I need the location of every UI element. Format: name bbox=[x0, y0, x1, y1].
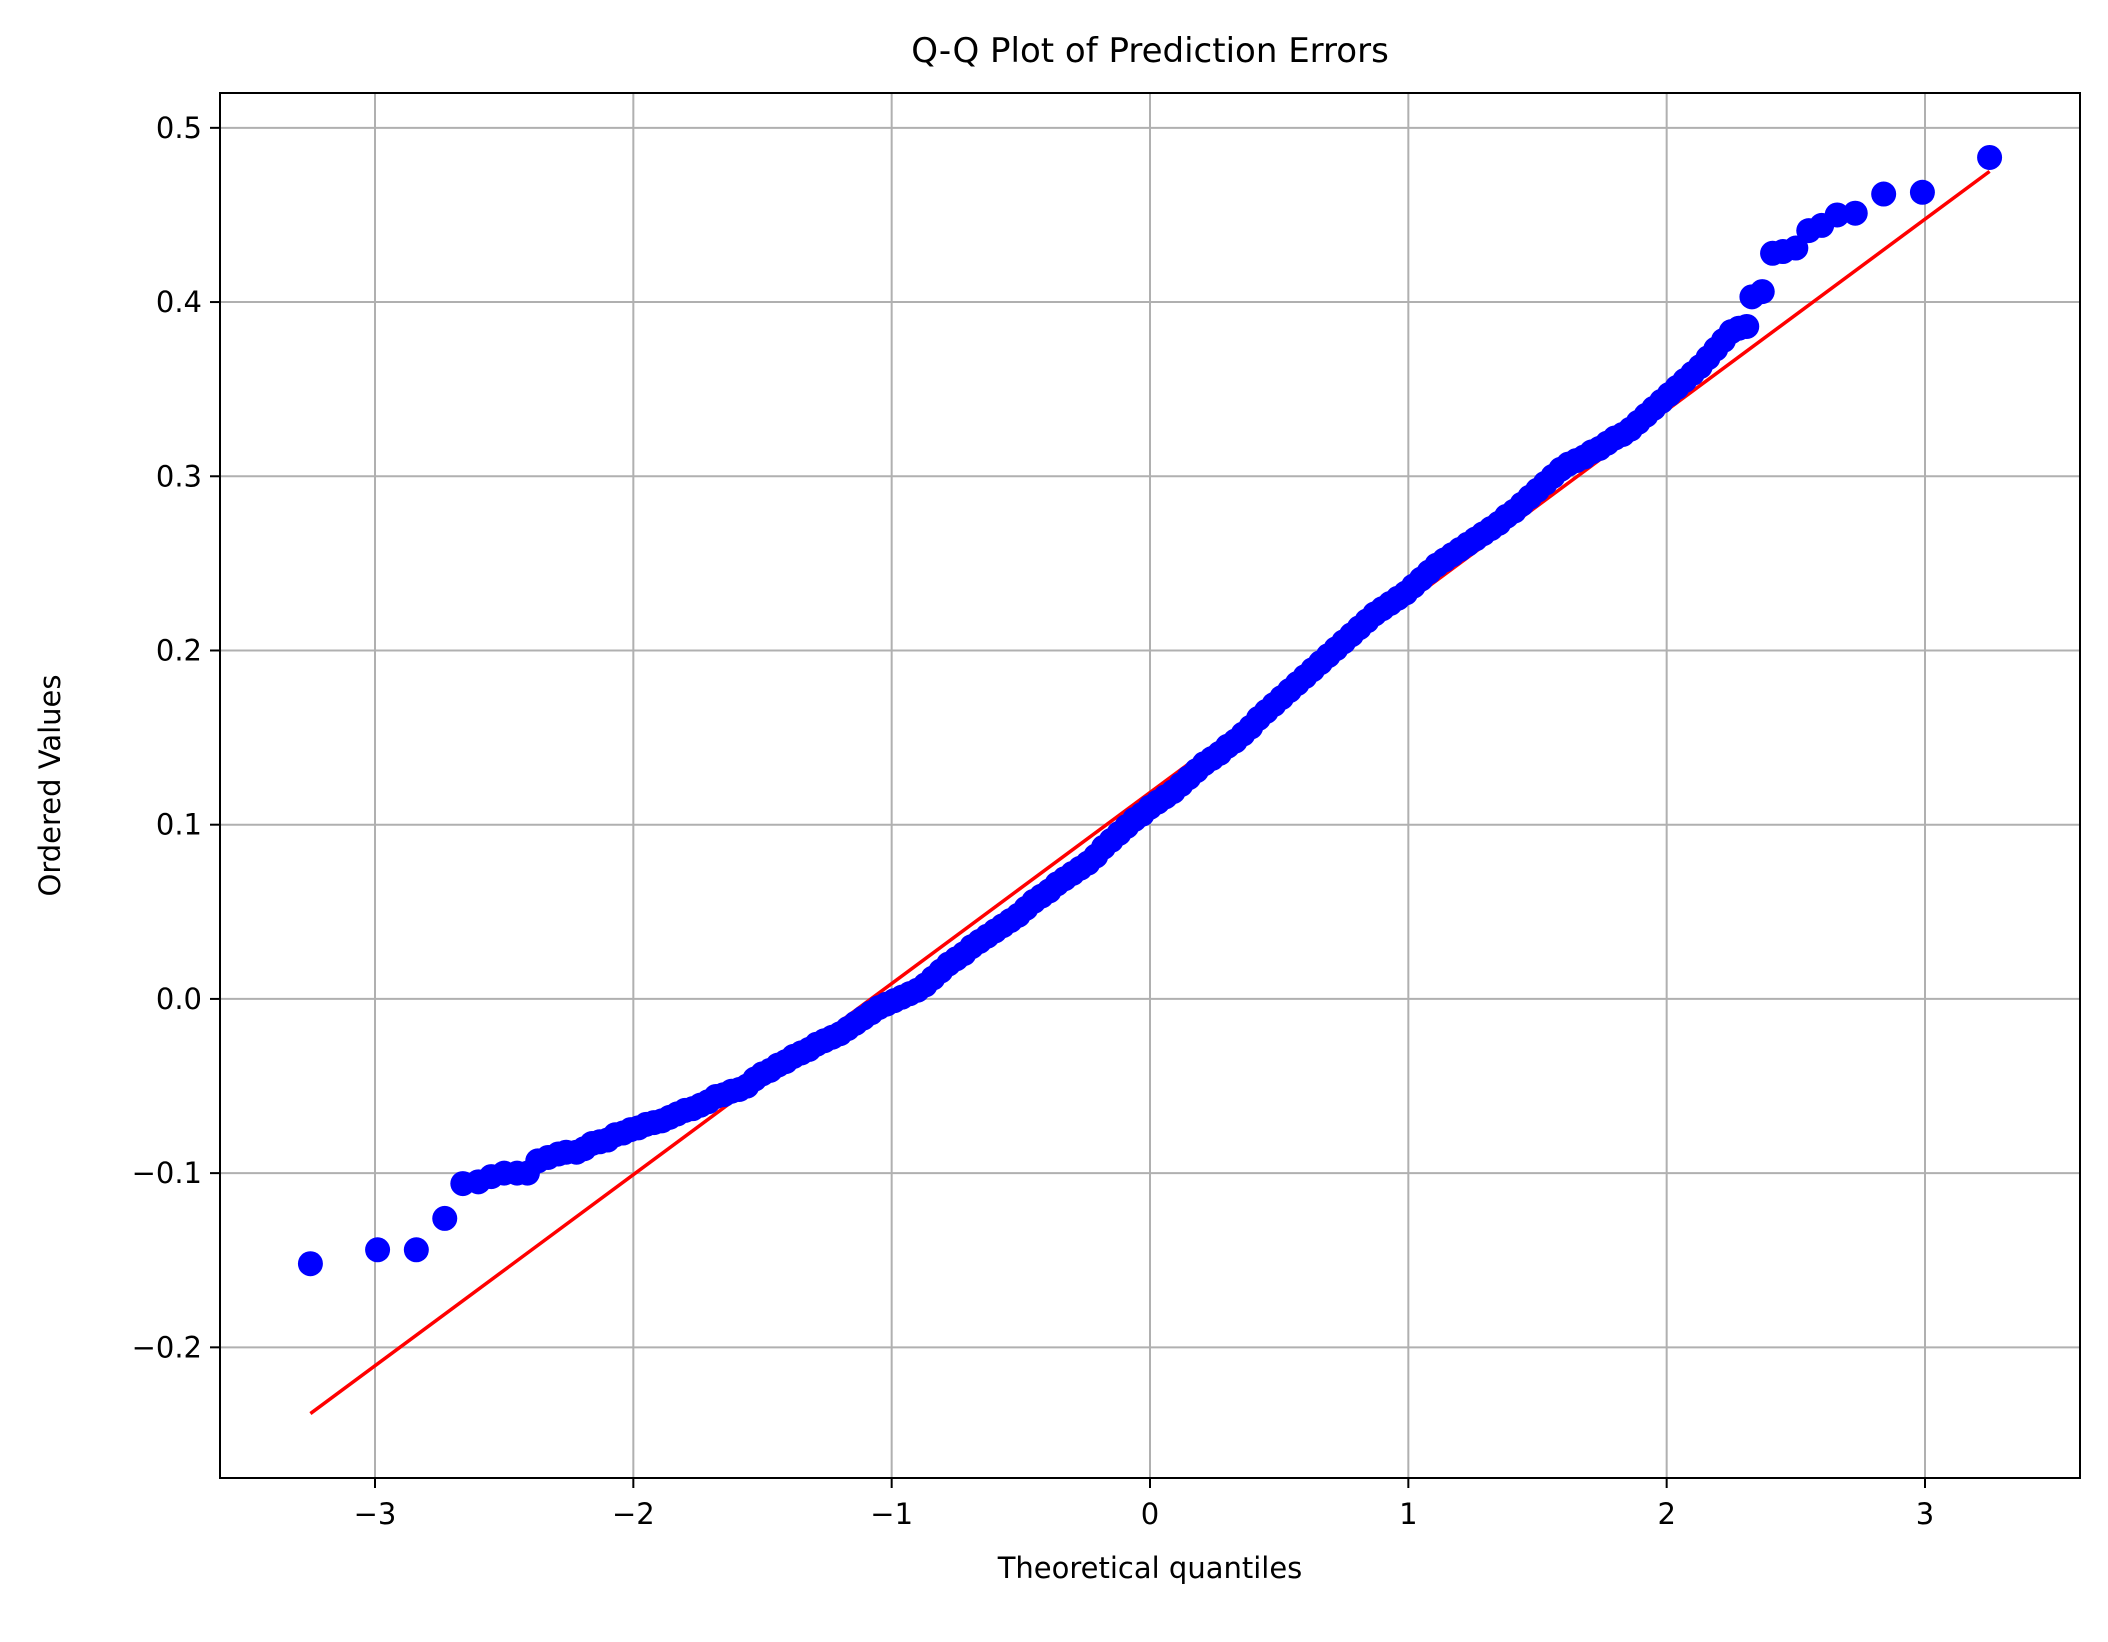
points-layer bbox=[297, 144, 2003, 1277]
data-point bbox=[1909, 179, 1935, 205]
y-axis-label: Ordered Values bbox=[33, 675, 67, 897]
y-axis-ticks: −0.2 −0.1 0.0 0.1 0.2 0.3 0.4 0.5 bbox=[132, 111, 220, 1364]
data-point bbox=[1824, 202, 1850, 228]
data-point bbox=[1842, 200, 1868, 226]
data-point bbox=[365, 1237, 391, 1263]
data-point bbox=[1783, 235, 1809, 261]
x-tick-label: 2 bbox=[1657, 1497, 1675, 1531]
data-point bbox=[1734, 313, 1760, 339]
y-tick-label: −0.2 bbox=[132, 1330, 202, 1364]
y-tick-label: 0.5 bbox=[156, 111, 202, 145]
y-tick-label: 0.0 bbox=[156, 982, 202, 1016]
data-point bbox=[1749, 279, 1775, 305]
y-tick-label: 0.3 bbox=[156, 459, 202, 493]
x-tick-label: 3 bbox=[1916, 1497, 1934, 1531]
y-tick-label: −0.1 bbox=[132, 1156, 202, 1190]
data-point bbox=[1871, 181, 1897, 207]
chart-title: Q-Q Plot of Prediction Errors bbox=[911, 31, 1389, 71]
data-point bbox=[1977, 144, 2003, 170]
y-tick-label: 0.2 bbox=[156, 633, 202, 667]
y-tick-label: 0.4 bbox=[156, 285, 202, 319]
x-tick-label: 0 bbox=[1141, 1497, 1159, 1531]
x-tick-label: −3 bbox=[354, 1497, 397, 1531]
y-tick-label: 0.1 bbox=[156, 808, 202, 842]
x-tick-label: −2 bbox=[612, 1497, 655, 1531]
data-point bbox=[403, 1237, 429, 1263]
x-axis-ticks: −3 −2 −1 0 1 2 3 bbox=[354, 1478, 1934, 1531]
x-tick-label: 1 bbox=[1399, 1497, 1417, 1531]
x-tick-label: −1 bbox=[870, 1497, 913, 1531]
data-point bbox=[297, 1251, 323, 1277]
plot-area bbox=[297, 144, 2003, 1415]
x-axis-label: Theoretical quantiles bbox=[997, 1551, 1303, 1585]
data-point bbox=[432, 1205, 458, 1231]
